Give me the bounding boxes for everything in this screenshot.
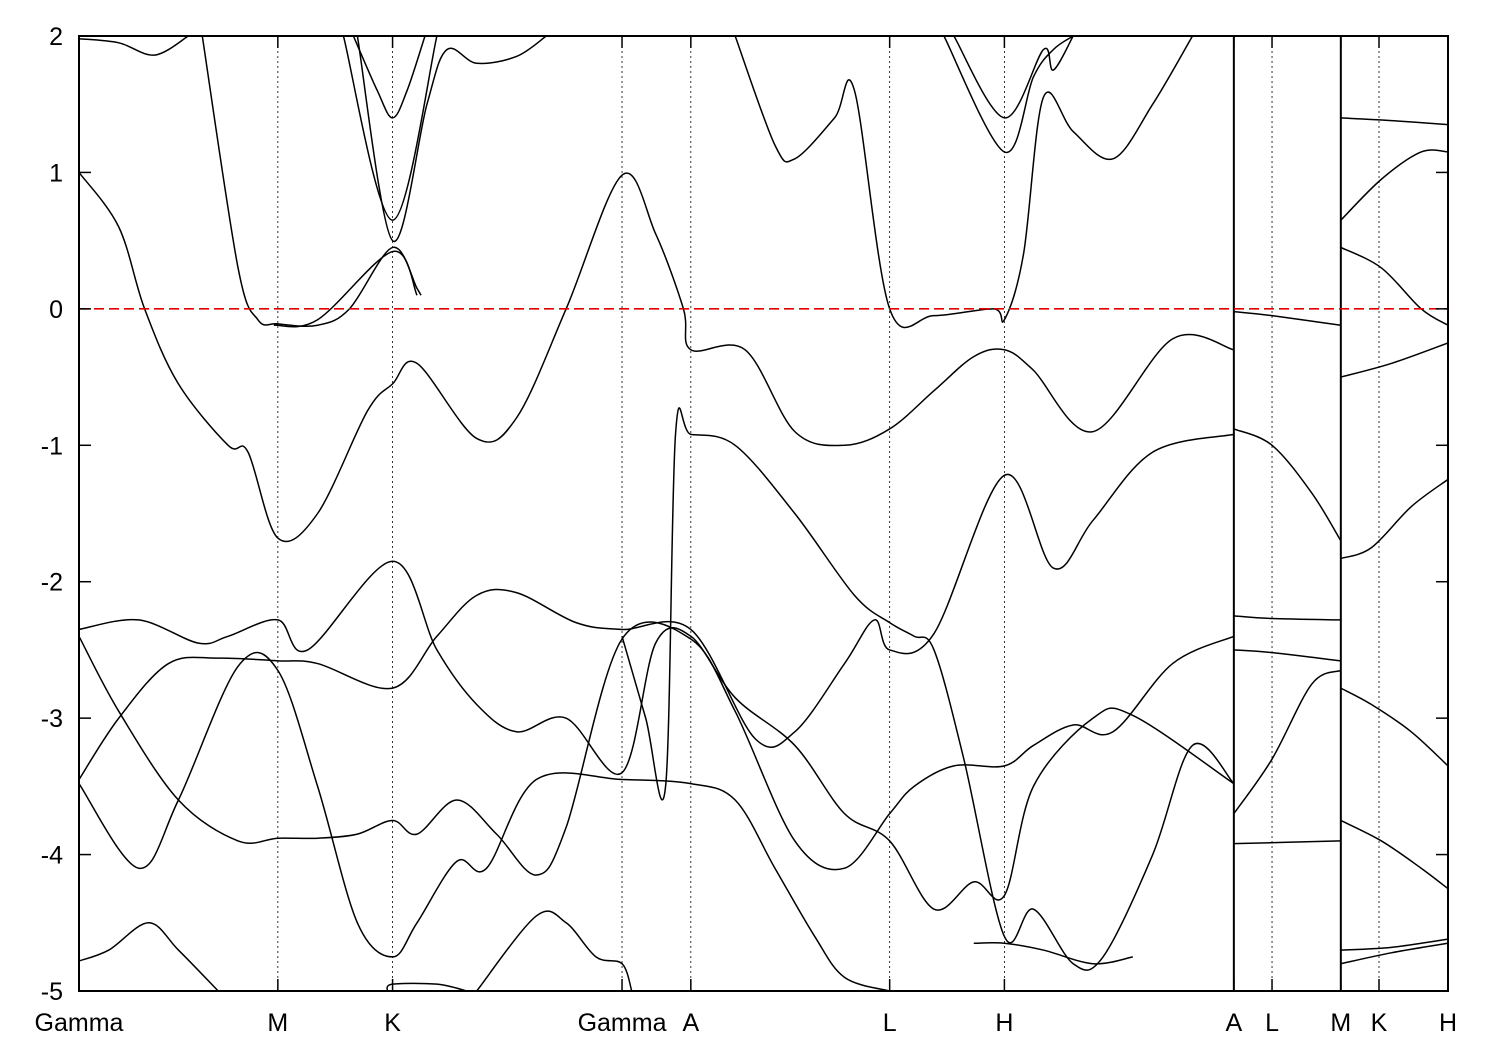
y-tick-label: -4	[41, 842, 63, 870]
y-tick-label: -3	[41, 705, 63, 733]
series-layer	[79, 36, 1448, 991]
plot-frame	[78, 35, 1449, 992]
x-tick-label: Gamma	[35, 1009, 124, 1037]
band-line-7	[79, 36, 189, 56]
x-tick-label: L	[883, 1009, 897, 1037]
band-line-14	[79, 651, 890, 991]
band-line-9	[953, 36, 1074, 119]
band-line-34	[1340, 942, 1448, 965]
x-tick-label: Gamma	[578, 1009, 667, 1037]
band-line-17	[476, 910, 633, 991]
x-tick-label: K	[1371, 1009, 1388, 1037]
band-line-15	[621, 407, 1235, 971]
band-line-2	[201, 36, 422, 327]
band-line-31	[1340, 687, 1448, 767]
y-tick-label: -1	[41, 432, 63, 460]
x-tick-label: A	[1226, 1009, 1243, 1037]
band-line-13	[79, 433, 1235, 780]
y-tick-label: -2	[41, 569, 63, 597]
band-line-30	[1340, 478, 1448, 560]
band-line-1	[79, 171, 1235, 543]
band-line-12	[79, 621, 1235, 876]
band-line-25	[1233, 840, 1341, 845]
band-line-26	[1340, 149, 1448, 221]
x-tick-label: L	[1265, 1009, 1279, 1037]
band-line-16	[79, 922, 219, 991]
x-axis-ticks: Gamma M K Gamma A L H A L M K H	[35, 36, 1457, 1037]
x-tick-label: M	[1330, 1009, 1351, 1037]
band-line-23	[1233, 649, 1341, 662]
x-tick-label: M	[267, 1009, 288, 1037]
band-line-33	[1340, 938, 1448, 951]
band-line-20	[1233, 310, 1341, 326]
band-line-11	[79, 560, 1235, 911]
band-line-27	[1340, 246, 1448, 326]
band-line-28	[1340, 117, 1448, 126]
y-tick-label: -5	[41, 978, 63, 1006]
band-line-10	[943, 36, 1074, 153]
y-tick-label: 0	[49, 296, 63, 324]
band-line-3	[273, 250, 418, 328]
y-axis-ticks: 2 1 0 -1 -2 -3 -4 -5	[41, 23, 1448, 1006]
band-line-19	[973, 941, 1133, 965]
band-line-24	[1233, 669, 1342, 815]
grid-layer	[277, 36, 1380, 991]
x-tick-label: H	[1439, 1009, 1457, 1037]
band-line-18	[386, 982, 467, 991]
y-tick-label: 2	[49, 23, 63, 51]
x-tick-label: H	[995, 1009, 1013, 1037]
band-line-21	[1233, 428, 1342, 542]
band-line-32	[1340, 819, 1448, 890]
band-line-4	[352, 36, 426, 119]
band-line-29	[1340, 342, 1448, 378]
x-tick-label: A	[682, 1009, 699, 1037]
band-line-5	[342, 36, 438, 221]
band-line-22	[1233, 615, 1341, 621]
band-line-6	[356, 36, 547, 242]
x-tick-label: K	[384, 1009, 401, 1037]
y-tick-label: 1	[49, 159, 63, 187]
